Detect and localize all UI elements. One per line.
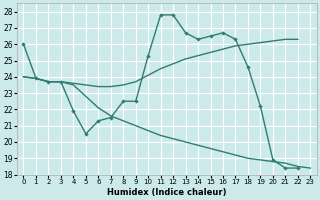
X-axis label: Humidex (Indice chaleur): Humidex (Indice chaleur) bbox=[107, 188, 227, 197]
